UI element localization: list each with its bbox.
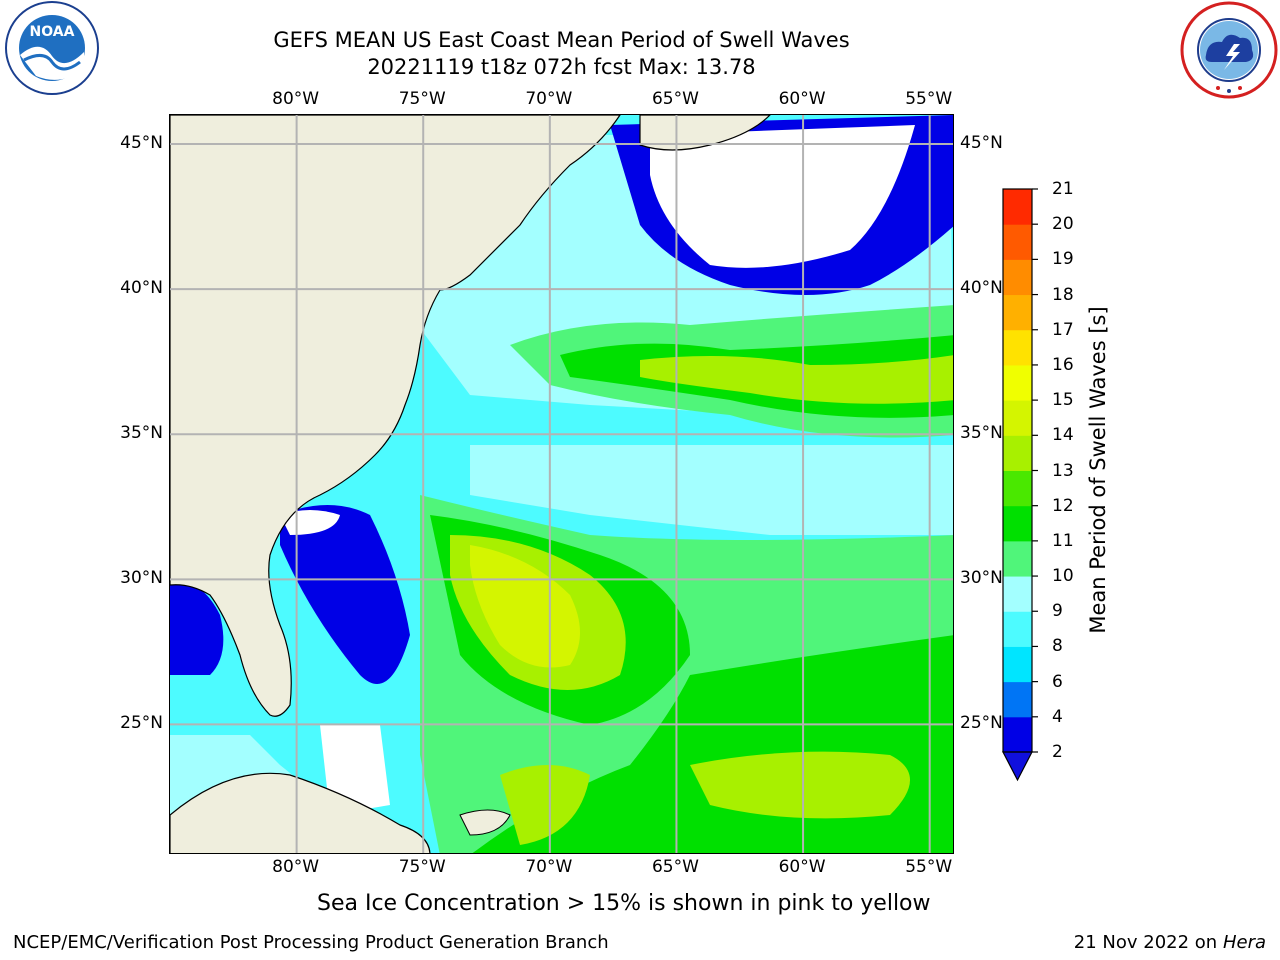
lon-tick-top: 55°W [905,89,953,109]
noaa-logo: NOAA [5,1,99,95]
land-north-america [170,115,621,717]
lon-tick-bottom: 80°W [272,857,320,877]
footer-host: Hera [1222,932,1266,953]
colorbar-level-label: 2 [1052,742,1063,762]
colorbar-level-label: 10 [1052,566,1074,587]
no-data-gulf-of-maine [650,125,915,268]
colorbar-swatch [1003,716,1032,753]
lon-tick-bottom: 55°W [905,857,953,877]
colorbar-swatch [1003,189,1032,225]
colorbar-swatch [1003,364,1032,401]
lon-tick-top: 60°W [778,89,826,109]
lon-tick-bottom: 65°W [651,857,699,877]
colorbar-level-label: 13 [1052,460,1074,481]
colorbar-level-label: 19 [1052,249,1074,270]
colorbar-level-label: 12 [1052,495,1074,516]
lat-tick-left: 30°N [120,568,163,589]
lat-tick-right: 30°N [960,568,1003,589]
colorbar-swatch [1003,540,1032,577]
lat-tick-left: 45°N [120,133,163,154]
lat-tick-left: 25°N [120,713,163,734]
colorbar-swatch [1003,505,1032,542]
lat-tick-right: 25°N [960,713,1003,734]
lat-tick-right: 35°N [960,423,1003,444]
lon-tick-bottom: 70°W [525,857,573,877]
no-data-georgia-bight [280,510,340,535]
colorbar-swatch [1003,646,1032,683]
contour-2-4-georgia-bight [280,505,410,684]
lat-tick-left: 35°N [120,423,163,444]
contour-12-13-sw [500,765,590,845]
lon-tick-top: 70°W [525,89,573,109]
colorbar-level-label: 15 [1052,390,1074,411]
colorbar-level-label: 20 [1052,214,1074,235]
contour-2-4-gulf-of-mexico [170,583,224,675]
colorbar-level-label: 14 [1052,425,1074,446]
colorbar-level-label: 16 [1052,354,1074,375]
lon-tick-top: 80°W [272,89,320,109]
colorbar-extend-arrow [1002,751,1033,782]
land-hispaniola [459,809,511,836]
colorbar-level-label: 11 [1052,530,1074,551]
graticule [170,115,953,853]
swell-period-field [170,115,953,853]
nws-logo [1180,1,1278,99]
lon-tick-top: 65°W [651,89,699,109]
colorbar-swatch [1003,224,1032,260]
lon-tick-top: 75°W [398,89,446,109]
colorbar-level-label: 18 [1052,284,1074,305]
contour-12-13-north [640,355,953,404]
chart-title: GEFS MEAN US East Coast Mean Period of S… [273,28,850,52]
footer-organization: NCEP/EMC/Verification Post Processing Pr… [13,932,609,953]
colorbar-outline [1002,188,1033,753]
colorbar-swatch [1003,435,1032,471]
sea-ice-note: Sea Ice Concentration > 15% is shown in … [317,891,931,916]
lat-tick-right: 45°N [960,133,1003,154]
colorbar-swatch [1003,294,1032,331]
lat-tick-right: 40°N [960,278,1003,299]
colorbar-swatch [1003,611,1032,647]
colorbar-level-label: 8 [1052,636,1063,657]
colorbar-swatches [1002,188,1038,782]
lat-tick-left: 40°N [120,278,163,299]
contour-8-9-mid [470,445,953,535]
footer-date: 21 Nov 2022 on [1073,932,1218,953]
colorbar-title: Mean Period of Swell Waves [s] [1086,306,1110,634]
colorbar-level-label: 6 [1052,671,1063,692]
lon-tick-bottom: 60°W [778,857,826,877]
colorbar-swatch [1003,329,1032,366]
colorbar-swatch [1003,470,1032,507]
colorbar-level-label: 4 [1052,706,1063,727]
colorbar-level-label: 21 [1052,179,1074,199]
contour-13-14-core [470,545,580,668]
colorbar-swatch [1003,576,1032,612]
lon-tick-bottom: 75°W [398,857,446,877]
contour-12-13-southeast [690,751,910,819]
noaa-logo-text: NOAA [30,24,75,40]
chart-subtitle: 20221119 t18z 072h fcst Max: 13.78 [367,55,756,79]
colorbar-swatch [1003,400,1032,436]
colorbar-swatch [1003,681,1032,718]
colorbar-level-label: 17 [1052,319,1074,340]
colorbar-swatch [1003,259,1032,296]
footer-timestamp: 21 Nov 2022 on Hera [1074,932,1266,953]
map-area[interactable] [169,114,954,854]
colorbar-level-label: 9 [1052,601,1063,622]
